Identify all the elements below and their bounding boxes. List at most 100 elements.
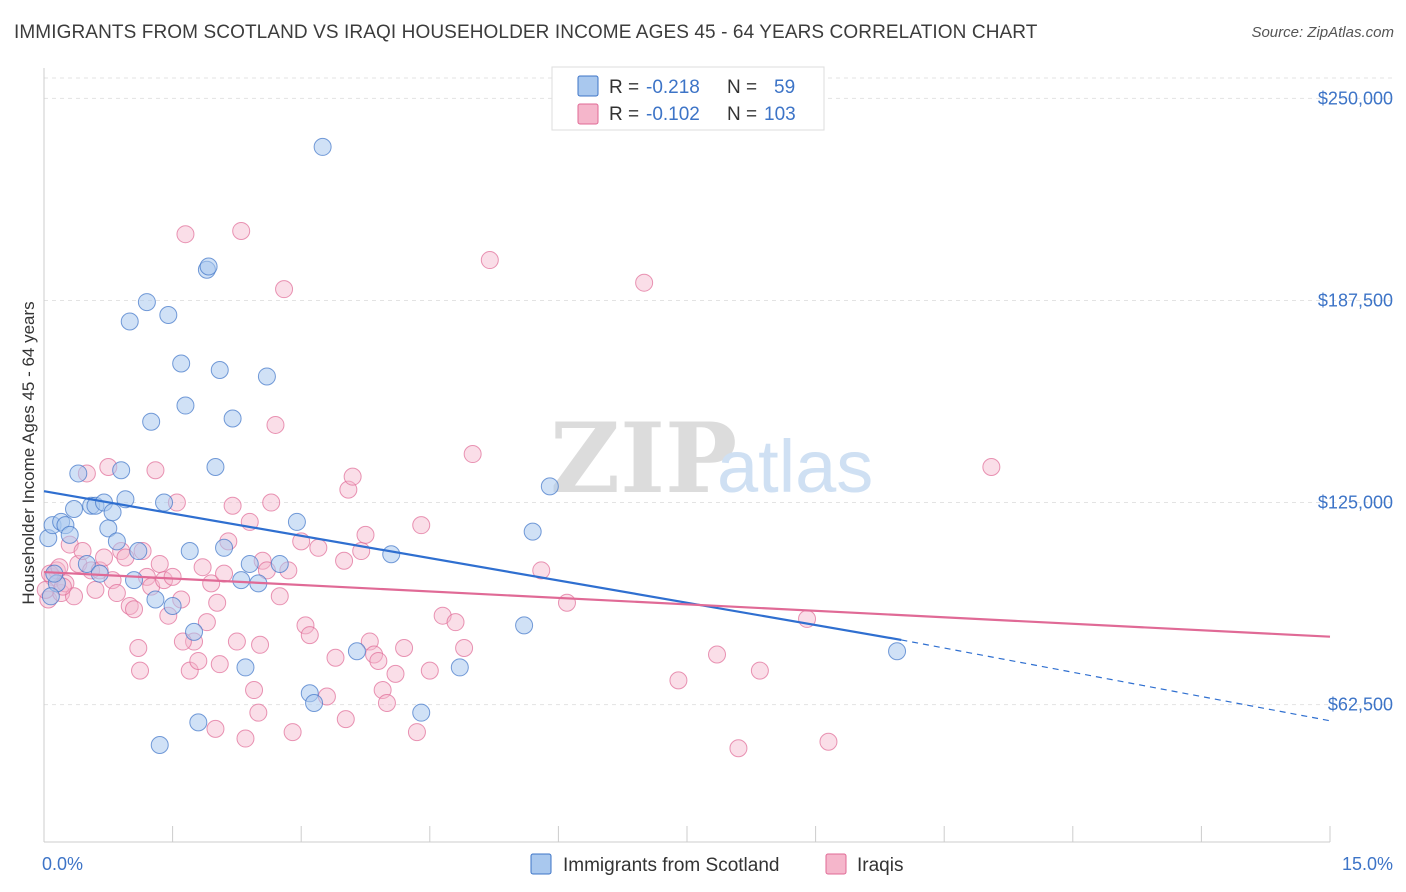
scotland-point-32 xyxy=(189,713,208,732)
iraqis-point-91 xyxy=(819,732,838,751)
scotland-point-23 xyxy=(146,590,165,609)
legend-r-value-1: -0.218 xyxy=(646,77,700,98)
scotland-point-35 xyxy=(206,457,225,476)
iraqis-point-39 xyxy=(206,719,225,738)
iraqis-point-97 xyxy=(131,661,150,680)
scotland-point-40 xyxy=(236,658,255,677)
scotland-point-19 xyxy=(125,571,144,590)
scotland-point-41 xyxy=(240,554,259,573)
scotland-point-54 xyxy=(523,522,542,541)
scotland-point-57 xyxy=(41,587,60,606)
iraqis-point-52 xyxy=(262,493,281,512)
iraqis-point-53 xyxy=(266,415,285,434)
scotland-point-28 xyxy=(172,354,191,373)
iraqis-point-29 xyxy=(163,567,182,586)
scotland-point-48 xyxy=(313,137,332,156)
iraqis-point-59 xyxy=(296,616,315,635)
iraqis-point-25 xyxy=(146,461,165,480)
bottom-legend-iraqis: Iraqis xyxy=(857,855,903,876)
bottom-legend: Immigrants from Scotland Iraqis xyxy=(530,853,903,876)
scotland-point-51 xyxy=(412,703,431,722)
scotland-point-44 xyxy=(270,554,289,573)
iraqis-point-46 xyxy=(236,729,255,748)
x-tick-labels: 0.0% 15.0% xyxy=(42,854,1393,874)
scotland-point-53 xyxy=(515,616,534,635)
iraqis-point-68 xyxy=(356,525,375,544)
x-tick-label-1: 15.0% xyxy=(1342,854,1393,874)
scotland-point-31 xyxy=(185,622,204,641)
iraqis-point-101 xyxy=(336,710,355,729)
iraqis-point-13 xyxy=(95,548,114,567)
legend-swatch-scotland xyxy=(577,75,599,97)
iraqis-point-43 xyxy=(223,496,242,515)
iraqis-point-54 xyxy=(270,587,289,606)
y-tick-label-0: $62,500 xyxy=(1328,695,1393,715)
scotland-point-30 xyxy=(180,542,199,561)
scotland-point-34 xyxy=(199,257,218,276)
legend-r-label-2: R = xyxy=(609,104,639,125)
scotland-point-16 xyxy=(112,461,131,480)
legend-n-value-2: 103 xyxy=(764,104,796,125)
iraqis-point-85 xyxy=(635,273,654,292)
iraqis-point-48 xyxy=(245,681,264,700)
iraqis-point-20 xyxy=(125,600,144,619)
scotland-point-37 xyxy=(215,538,234,557)
iraqis-point-84 xyxy=(557,593,576,612)
iraqis-point-77 xyxy=(420,661,439,680)
grid-lines xyxy=(44,77,1395,706)
scotland-point-25 xyxy=(155,493,174,512)
scotland-point-56 xyxy=(888,642,907,661)
iraqis-point-41 xyxy=(215,564,234,583)
watermark: ZIP atlas xyxy=(550,402,873,515)
iraqis-point-89 xyxy=(750,661,769,680)
iraqis-point-73 xyxy=(377,693,396,712)
legend-r-value-2: -0.102 xyxy=(646,104,700,125)
scotland-point-14 xyxy=(103,503,122,522)
scotland-point-15 xyxy=(107,532,126,551)
data-points xyxy=(36,137,1001,758)
scotland-point-52 xyxy=(450,658,469,677)
iraqis-point-71 xyxy=(369,651,388,670)
iraqis-point-57 xyxy=(283,723,302,742)
iraqis-point-76 xyxy=(412,516,431,535)
scotland-point-39 xyxy=(232,571,251,590)
scotland-point-50 xyxy=(382,545,401,564)
scotland-point-18 xyxy=(120,312,139,331)
trend-lines xyxy=(43,490,1331,722)
scotland-point-8 xyxy=(77,554,96,573)
y-tick-label-1: $125,000 xyxy=(1318,493,1393,513)
bottom-legend-swatch-iraqis xyxy=(825,853,847,875)
iraqis-point-86 xyxy=(669,671,688,690)
x-tick-label-0: 0.0% xyxy=(42,854,83,874)
scotland-point-24 xyxy=(150,736,169,755)
iraqis-point-32 xyxy=(176,225,195,244)
iraqis-point-40 xyxy=(210,655,229,674)
iraqis-point-11 xyxy=(86,580,105,599)
scotland-point-47 xyxy=(305,693,324,712)
iraqis-point-80 xyxy=(455,639,474,658)
scotland-point-21 xyxy=(137,293,156,312)
scotland-point-38 xyxy=(223,409,242,428)
watermark-zip: ZIP xyxy=(550,402,737,515)
iraqis-point-61 xyxy=(309,538,328,557)
scotland-point-45 xyxy=(287,512,306,531)
iraqis-point-87 xyxy=(708,645,727,664)
scotland-point-26 xyxy=(159,306,178,325)
iraqis-trend-line xyxy=(43,570,1331,638)
iraqis-point-63 xyxy=(326,648,345,667)
scotland-point-55 xyxy=(540,477,559,496)
iraqis-point-26 xyxy=(150,554,169,573)
chart-title: IMMIGRANTS FROM SCOTLAND VS IRAQI HOUSEH… xyxy=(14,22,1038,43)
scotland-point-27 xyxy=(163,596,182,615)
legend-n-label-1: N = xyxy=(727,77,757,98)
iraqis-point-60 xyxy=(300,626,319,645)
scotland-trend-extension xyxy=(901,639,1331,722)
iraqis-point-37 xyxy=(197,613,216,632)
scotland-point-29 xyxy=(176,396,195,415)
scotland-point-20 xyxy=(129,542,148,561)
scotland-point-7 xyxy=(69,464,88,483)
bottom-legend-swatch-scotland xyxy=(530,853,552,875)
y-tick-label-2: $187,500 xyxy=(1318,290,1393,310)
iraqis-point-45 xyxy=(232,221,251,240)
